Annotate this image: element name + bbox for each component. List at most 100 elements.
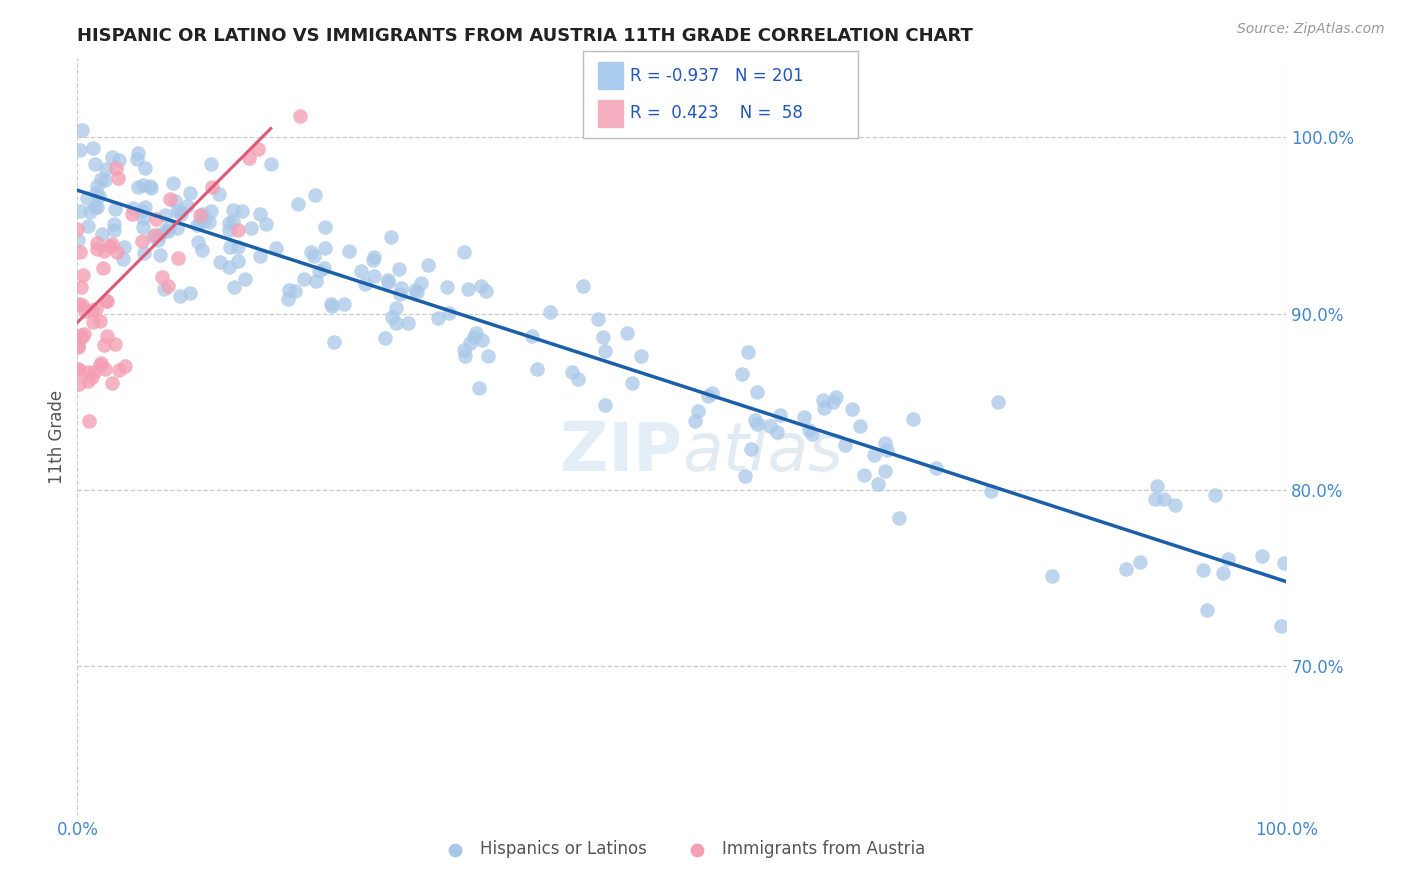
Point	[96, 293, 118, 308]
Point	[288, 109, 311, 123]
Point	[1144, 491, 1167, 506]
Point	[91, 261, 114, 276]
Point	[526, 361, 548, 376]
Point	[868, 477, 890, 491]
Legend: Hispanics or Latinos, Immigrants from Austria: Hispanics or Latinos, Immigrants from Au…	[432, 833, 932, 864]
Point	[249, 248, 271, 262]
Point	[69, 245, 91, 260]
Point	[458, 336, 481, 351]
Point	[292, 271, 315, 285]
Point	[520, 328, 543, 343]
Point	[159, 192, 181, 206]
Point	[385, 316, 408, 330]
Point	[1146, 478, 1168, 492]
Point	[314, 241, 336, 255]
Point	[841, 401, 863, 416]
Point	[93, 244, 115, 258]
Point	[86, 178, 108, 193]
Point	[208, 255, 231, 269]
Point	[179, 186, 201, 201]
Point	[134, 245, 156, 260]
Point	[131, 204, 153, 219]
Point	[67, 233, 90, 247]
Point	[142, 229, 165, 244]
Point	[89, 314, 111, 328]
Point	[84, 200, 107, 214]
Point	[93, 173, 115, 187]
Point	[139, 181, 162, 195]
Point	[90, 172, 112, 186]
Point	[758, 419, 780, 434]
Point	[134, 201, 156, 215]
Point	[747, 384, 769, 399]
Point	[363, 251, 385, 265]
Point	[105, 245, 128, 260]
Point	[112, 252, 135, 267]
Point	[740, 442, 762, 456]
Point	[67, 297, 90, 311]
Point	[86, 235, 108, 250]
Point	[100, 376, 122, 391]
Point	[465, 326, 488, 340]
Point	[416, 258, 439, 272]
Point	[131, 234, 153, 248]
Point	[94, 294, 117, 309]
Point	[77, 219, 100, 233]
Point	[457, 282, 479, 296]
Point	[396, 316, 419, 330]
Point	[813, 392, 835, 407]
Text: HISPANIC OR LATINO VS IMMIGRANTS FROM AUSTRIA 11TH GRADE CORRELATION CHART: HISPANIC OR LATINO VS IMMIGRANTS FROM AU…	[77, 28, 973, 45]
Point	[350, 264, 373, 278]
Point	[304, 187, 326, 202]
Point	[405, 285, 427, 299]
Point	[240, 221, 263, 235]
Point	[89, 189, 111, 203]
Point	[93, 338, 115, 352]
Point	[875, 464, 897, 478]
Point	[745, 417, 768, 432]
Point	[187, 235, 209, 249]
Text: atlas: atlas	[682, 419, 844, 485]
Point	[179, 286, 201, 301]
Point	[72, 123, 94, 137]
Point	[89, 358, 111, 372]
Point	[148, 227, 170, 242]
Point	[208, 186, 231, 201]
Point	[1204, 488, 1226, 502]
Point	[471, 333, 494, 347]
Point	[150, 270, 173, 285]
Point	[1218, 552, 1240, 566]
Point	[686, 404, 709, 418]
Point	[132, 219, 155, 234]
Point	[188, 214, 211, 228]
Point	[132, 211, 155, 225]
Point	[284, 284, 307, 298]
Point	[260, 157, 283, 171]
Point	[121, 207, 143, 221]
Point	[90, 356, 112, 370]
Point	[72, 326, 94, 341]
Point	[800, 427, 823, 442]
Point	[198, 215, 221, 229]
Point	[572, 279, 595, 293]
Point	[201, 179, 224, 194]
Point	[734, 469, 756, 483]
Point	[73, 304, 96, 318]
Point	[132, 178, 155, 192]
Point	[538, 305, 561, 319]
Point	[825, 390, 848, 404]
Point	[226, 223, 249, 237]
Point	[834, 438, 856, 452]
Point	[226, 253, 249, 268]
Point	[83, 365, 105, 379]
Point	[308, 264, 330, 278]
Point	[108, 362, 131, 376]
Point	[621, 376, 644, 391]
Point	[463, 330, 485, 344]
Point	[616, 326, 638, 340]
Point	[404, 283, 426, 297]
Point	[84, 186, 107, 200]
Point	[153, 281, 176, 295]
Point	[277, 292, 299, 306]
Point	[218, 216, 240, 230]
